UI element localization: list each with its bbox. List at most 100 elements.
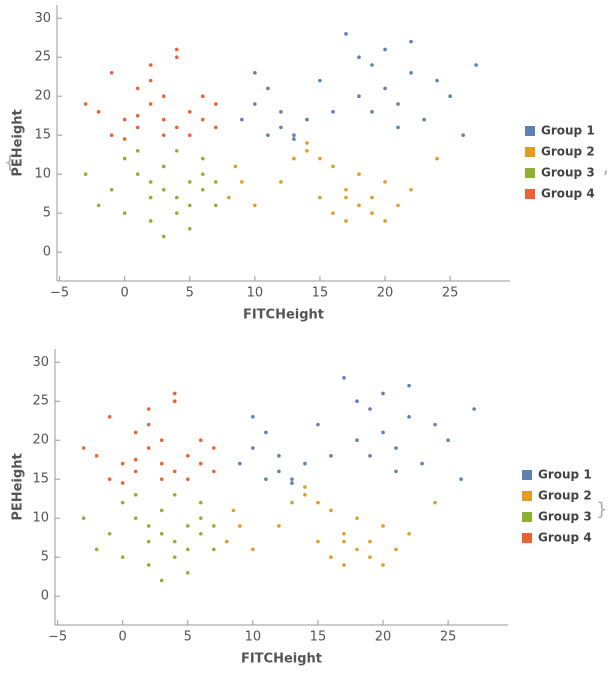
- point: [200, 187, 205, 192]
- point: [146, 407, 151, 411]
- point: [161, 187, 166, 192]
- point: [200, 94, 205, 99]
- point: [174, 47, 179, 52]
- y-tick-label: 30: [34, 11, 51, 26]
- point: [344, 32, 348, 36]
- point: [331, 110, 335, 114]
- y-tick-label: 10: [34, 167, 51, 182]
- y-tick-label: 25: [32, 394, 49, 409]
- legend-swatch: [522, 470, 532, 480]
- list-separator: ,: [603, 157, 609, 178]
- x-tick-label: 25: [442, 286, 459, 301]
- point: [96, 110, 101, 114]
- point: [381, 391, 385, 396]
- x-tick-label: 15: [310, 630, 327, 645]
- point: [161, 133, 166, 138]
- point: [303, 461, 307, 466]
- point: [133, 457, 138, 462]
- point: [461, 133, 465, 138]
- point: [368, 407, 372, 411]
- point: [135, 125, 140, 130]
- legend-swatch: [525, 168, 535, 178]
- point: [357, 172, 361, 176]
- point: [187, 226, 192, 231]
- point: [370, 63, 374, 67]
- point: [409, 71, 413, 75]
- point: [159, 477, 164, 482]
- x-tick-label: 5: [184, 630, 192, 645]
- point: [279, 110, 283, 114]
- point: [133, 430, 138, 435]
- point: [303, 485, 307, 489]
- point: [264, 477, 268, 482]
- point: [316, 539, 320, 544]
- point: [214, 125, 218, 130]
- point: [120, 461, 125, 466]
- point: [420, 461, 424, 466]
- y-tick-label: 10: [32, 511, 49, 526]
- point: [292, 137, 296, 141]
- point: [407, 531, 411, 536]
- point: [370, 195, 374, 200]
- point: [185, 477, 190, 482]
- point: [290, 477, 294, 482]
- point: [109, 71, 114, 75]
- point: [233, 164, 238, 169]
- point: [394, 547, 398, 552]
- point: [357, 94, 361, 99]
- point: [292, 156, 296, 161]
- point: [148, 102, 153, 106]
- point: [342, 531, 346, 536]
- point: [185, 547, 190, 552]
- point: [279, 125, 283, 130]
- point: [251, 547, 255, 552]
- point: [200, 172, 205, 176]
- legend-swatch: [525, 189, 535, 199]
- point: [355, 438, 359, 443]
- point: [94, 547, 99, 552]
- point: [81, 446, 86, 450]
- point: [368, 454, 372, 458]
- y-tick-label: 25: [34, 50, 51, 65]
- point: [318, 156, 322, 161]
- x-tick-label: 20: [375, 630, 392, 645]
- point: [148, 219, 153, 223]
- y-tick-label: 20: [32, 433, 49, 448]
- point: [159, 508, 164, 513]
- point: [433, 500, 437, 505]
- point: [474, 63, 478, 67]
- point: [318, 195, 322, 200]
- point: [381, 430, 385, 435]
- y-axis-label: PEHeight: [11, 109, 26, 176]
- point: [435, 78, 439, 83]
- point: [344, 219, 348, 223]
- point: [83, 172, 88, 176]
- point: [107, 477, 112, 482]
- point: [159, 461, 164, 466]
- point: [238, 524, 242, 528]
- legend-label: Group 4: [538, 531, 592, 545]
- x-axis-label: FITCHeight: [241, 652, 322, 667]
- point: [133, 469, 138, 474]
- point: [148, 63, 153, 67]
- point: [159, 438, 164, 443]
- point: [159, 531, 164, 536]
- point: [407, 383, 411, 388]
- point: [277, 469, 281, 474]
- point: [357, 55, 361, 60]
- point: [172, 492, 177, 497]
- point: [185, 524, 190, 528]
- point: [383, 47, 387, 52]
- y-axis-label: PEHeight: [11, 453, 26, 520]
- point: [172, 469, 177, 474]
- point: [214, 203, 218, 208]
- point: [200, 117, 205, 122]
- point: [198, 438, 203, 443]
- point: [185, 454, 190, 458]
- y-tick-label: 15: [34, 128, 51, 143]
- point: [161, 117, 166, 122]
- point: [422, 117, 426, 122]
- point: [305, 141, 309, 145]
- point: [383, 86, 387, 91]
- point: [344, 187, 348, 192]
